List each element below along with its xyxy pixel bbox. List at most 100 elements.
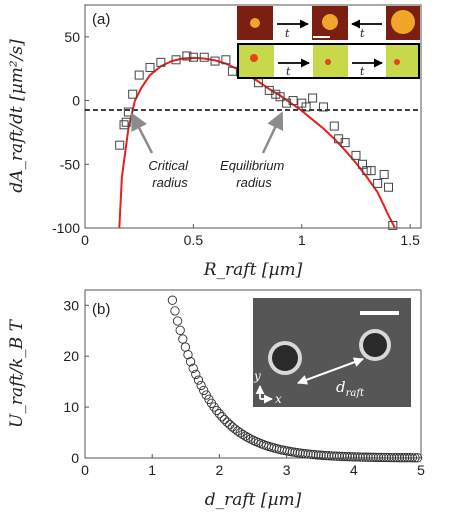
panel-a-data-point <box>171 55 181 65</box>
panel-a-data-point <box>123 107 133 117</box>
panel-b-data-point <box>193 375 204 385</box>
inset-bead-3 <box>391 10 415 34</box>
panel-a-data-point <box>199 52 209 62</box>
panel-a-data-point <box>134 70 144 80</box>
panel-b-microscopy-inset: draft y x <box>253 298 411 407</box>
inset-time-label-3: t <box>286 65 291 78</box>
panel-b-data-point <box>407 453 418 463</box>
panel-b-data-point <box>183 350 193 360</box>
panel-a-data-point <box>318 102 328 112</box>
panel-a-data-point <box>366 166 376 176</box>
panel-b-x-axis-label: d_raft [µm] <box>205 490 302 510</box>
panel-b-y-ticks: 0 10 20 30 <box>63 297 89 466</box>
panel-b-y-tick-label: 0 <box>71 450 79 466</box>
panel-b-data-point <box>188 363 198 373</box>
panel-b-data-point <box>389 452 399 463</box>
inset-domain-1 <box>250 54 258 62</box>
panel-b-data-point <box>337 451 347 462</box>
panel-b-x-tick-label: 5 <box>417 462 425 478</box>
distance-arrow <box>297 357 364 385</box>
panel-b-data-point <box>368 452 378 462</box>
panel-b-data-point <box>225 419 235 430</box>
panel-a-data-point <box>182 51 192 61</box>
inset-arrow-box-2 <box>348 6 386 40</box>
panel-a-y-tick-label: 50 <box>64 29 80 45</box>
panel-b-data-point <box>235 428 245 438</box>
panel-b-y-tick-label: 30 <box>63 297 79 313</box>
panel-a-data-point <box>329 121 339 131</box>
panel-b-data-point <box>358 452 368 462</box>
panel-b-data-point <box>180 342 191 352</box>
panel-a-data-point <box>379 169 389 179</box>
panel-b-x-tick-label: 4 <box>350 462 358 478</box>
panel-b-data-point <box>311 450 321 460</box>
panel-a-data-point <box>383 182 393 192</box>
inset-arrow-box-1 <box>273 6 312 40</box>
panel-a-data-point <box>282 98 292 108</box>
panel-a-data-point <box>128 89 138 99</box>
panel-b-data-point <box>342 451 352 462</box>
critical-radius-arrow <box>130 112 154 154</box>
panel-b-data-point <box>232 426 243 436</box>
panel-a-y-tick-label: -50 <box>60 156 80 172</box>
panel-b-data-point <box>308 449 318 460</box>
panel-b-data-point <box>376 452 386 463</box>
panel-a-data-point <box>115 140 125 150</box>
axis-label-x: x <box>275 392 282 406</box>
panel-b-data-point <box>319 450 329 461</box>
panel-a-data-point <box>373 178 383 188</box>
panel-b-data-point <box>222 417 232 427</box>
panel-b-data-point <box>379 452 389 463</box>
panel-b-data-point <box>384 452 394 463</box>
panel-a-x-axis-label: R_raft [µm] <box>203 260 303 280</box>
inset-bead-2 <box>322 14 338 30</box>
panel-b-data-point <box>345 452 355 462</box>
panel-b-data-point <box>227 422 238 432</box>
panel-b-x-tick-label: 1 <box>148 462 156 478</box>
panel-b-data-point <box>392 452 402 463</box>
panel-a-data-point <box>145 62 155 72</box>
panel-b-data-point <box>167 295 178 305</box>
panel-a-y-axis-label: dA_raft/dt [µm²/s] <box>7 39 27 193</box>
distance-label: draft <box>336 378 365 399</box>
inset-time-label-2: t <box>360 27 365 40</box>
panel-a-data-point <box>227 66 237 76</box>
panel-b-data-point <box>339 451 350 462</box>
panel-a-data-point <box>301 102 311 112</box>
panel-b-data-point <box>334 451 345 461</box>
panel-a-data-point <box>221 55 231 65</box>
panel-b-data-point <box>410 453 420 463</box>
panel-a-data-point <box>288 96 298 106</box>
panel-a-x-ticks: 0 0.5 1 1.5 <box>81 224 420 248</box>
panel-a-data-point <box>156 57 166 67</box>
inset-domain-3 <box>394 59 400 65</box>
panel-b-data-point <box>373 452 384 463</box>
panel-b-data-point <box>347 452 358 462</box>
panel-b-data-point <box>240 431 251 441</box>
panel-a-y-tick-label: 0 <box>72 93 80 109</box>
inset-arrow-box-3 <box>274 45 313 77</box>
panel-b-x-tick-label: 3 <box>283 462 291 478</box>
panel-b-data-point <box>212 405 222 416</box>
panel-b-data-point <box>386 452 397 463</box>
panel-b-y-tick-label: 20 <box>63 348 79 364</box>
panel-a-data-point <box>351 150 361 160</box>
panel-b: (b) draft y x 0 1 2 3 4 5 0 10 20 30 U_raft/k_B … <box>7 289 425 510</box>
panel-a-data-point <box>188 52 198 62</box>
panel-b-data-point <box>352 452 363 462</box>
equilibrium-radius-label: Equilibrium radius <box>220 158 288 190</box>
panel-a-data-point <box>275 92 285 102</box>
panel-b-data-point <box>238 429 248 440</box>
panel-b-data-point <box>185 357 196 367</box>
panel-b-data-points <box>167 295 423 463</box>
panel-a-plot-frame <box>84 4 422 229</box>
panel-b-data-point <box>248 435 258 445</box>
panel-b-data-point <box>371 452 381 463</box>
panel-b-data-point <box>172 316 183 326</box>
panel-b-data-point <box>402 453 412 463</box>
panel-b-data-point <box>191 369 201 380</box>
panel-b-data-point <box>313 450 324 460</box>
panel-b-data-point <box>405 453 415 463</box>
panel-b-x-tick-label: 0 <box>81 462 89 478</box>
